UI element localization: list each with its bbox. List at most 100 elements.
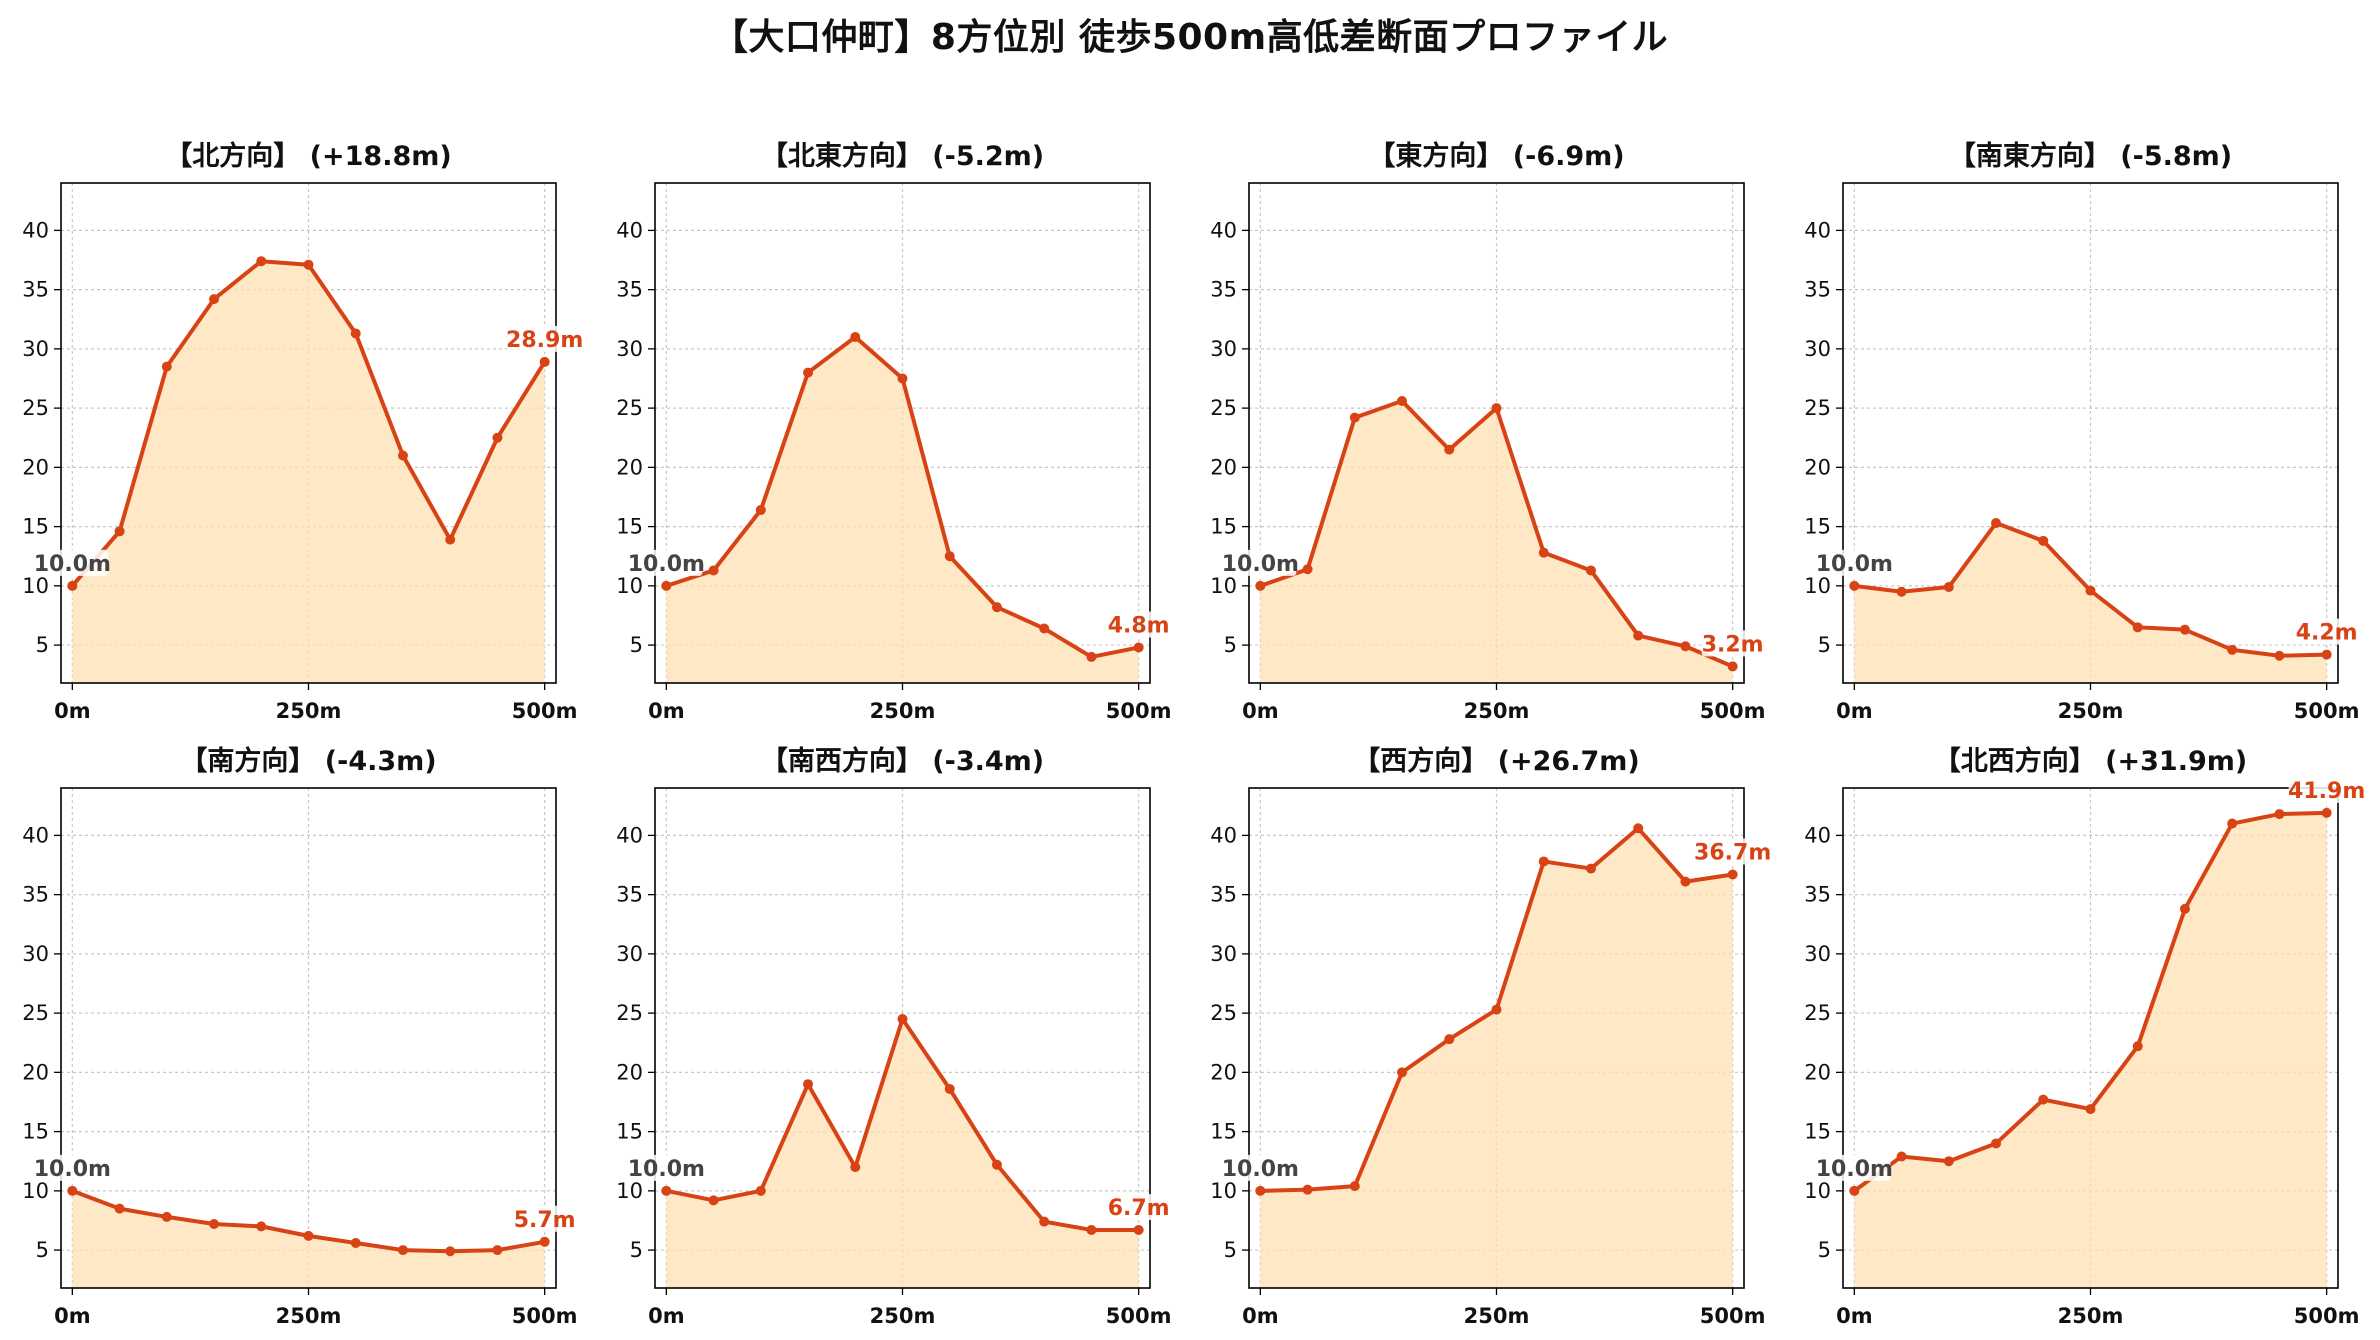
x-tick-label: 0m: [1242, 1304, 1279, 1328]
x-tick-label: 250m: [276, 1304, 342, 1328]
x-tick-label: 0m: [1836, 699, 1873, 723]
y-tick-label: 5: [630, 1238, 643, 1262]
profile-point: [2321, 649, 2332, 660]
y-tick-label: 5: [1818, 1238, 1831, 1262]
profile-point: [1302, 1184, 1313, 1195]
subplot-title: 【南方向】 (-4.3m): [180, 745, 436, 777]
y-tick-label: 20: [1804, 1060, 1831, 1084]
start-label: 10.0m: [628, 552, 705, 577]
profile-point: [2274, 650, 2285, 661]
x-tick-label: 250m: [870, 699, 936, 723]
profile-point: [1349, 1181, 1360, 1192]
x-tick-label: 500m: [1106, 1304, 1172, 1328]
profile-point: [1397, 396, 1408, 407]
profile-point: [2132, 622, 2143, 633]
profile-point: [256, 1221, 267, 1232]
start-label: 10.0m: [34, 1157, 111, 1182]
profile-point: [2179, 624, 2190, 635]
x-tick-label: 250m: [1464, 1304, 1530, 1328]
profile-point: [1039, 623, 1050, 634]
y-tick-label: 25: [22, 396, 49, 420]
profile-point: [897, 373, 908, 384]
start-label-bg: [1224, 1154, 1297, 1181]
y-tick-label: 30: [22, 337, 49, 361]
profile-point: [2227, 644, 2238, 655]
profile-point: [492, 432, 503, 443]
end-label-bg: [1701, 630, 1764, 657]
y-tick-label: 20: [616, 1060, 643, 1084]
y-tick-label: 30: [1804, 942, 1831, 966]
y-tick-label: 15: [1804, 515, 1831, 539]
profile-point: [161, 361, 172, 372]
y-tick-label: 35: [1804, 883, 1831, 907]
subplot-title: 【東方向】 (-6.9m): [1368, 140, 1624, 172]
profile-point: [1086, 1224, 1097, 1235]
profile-point: [492, 1245, 503, 1256]
y-tick-label: 15: [22, 1120, 49, 1144]
profile-point: [2132, 1041, 2143, 1052]
profile-point: [850, 332, 861, 343]
profile-point: [1943, 1156, 1954, 1167]
y-tick-label: 5: [36, 1238, 49, 1262]
y-tick-label: 30: [1210, 942, 1237, 966]
profile-point: [2274, 809, 2285, 820]
profile-point: [661, 1185, 672, 1196]
profile-point: [445, 1246, 456, 1257]
profile-point: [2085, 1104, 2096, 1115]
y-tick-label: 10: [616, 1179, 643, 1203]
profile-point: [708, 565, 719, 576]
profile-point: [1491, 1004, 1502, 1015]
profile-point: [161, 1211, 172, 1222]
y-tick-label: 5: [36, 633, 49, 657]
profile-point: [1727, 661, 1738, 672]
y-tick-label: 15: [1210, 1120, 1237, 1144]
profile-point: [1849, 580, 1860, 591]
profile-point: [1585, 863, 1596, 874]
y-tick-label: 20: [616, 455, 643, 479]
y-tick-label: 10: [1804, 574, 1831, 598]
start-label: 10.0m: [34, 552, 111, 577]
y-tick-label: 35: [616, 883, 643, 907]
end-label: 4.2m: [2296, 621, 2358, 646]
y-tick-label: 25: [1804, 396, 1831, 420]
profile-point: [256, 256, 267, 267]
profile-point: [539, 356, 550, 367]
profile-point: [1680, 641, 1691, 652]
profile-point: [1133, 642, 1144, 653]
profile-point: [1727, 869, 1738, 880]
profile-point: [1491, 403, 1502, 414]
y-tick-label: 40: [1804, 823, 1831, 847]
x-tick-label: 500m: [1700, 1304, 1766, 1328]
x-tick-label: 500m: [512, 699, 578, 723]
profile-point: [2085, 585, 2096, 596]
profile-point: [1680, 876, 1691, 887]
profile-point: [850, 1162, 861, 1173]
x-tick-label: 250m: [2058, 699, 2124, 723]
y-tick-label: 15: [1210, 515, 1237, 539]
profile-point: [303, 1230, 314, 1241]
x-tick-label: 500m: [1106, 699, 1172, 723]
subplot-6: 【南西方向】 (-3.4m) 5 10 15 20 25 30 35 40 0m 250m 500m 1…: [616, 745, 1171, 1328]
y-tick-label: 40: [616, 218, 643, 242]
x-tick-label: 0m: [54, 1304, 91, 1328]
y-tick-label: 15: [616, 515, 643, 539]
y-tick-label: 5: [1818, 633, 1831, 657]
y-tick-label: 30: [1804, 337, 1831, 361]
profile-point: [303, 259, 314, 270]
profile-area: [1854, 523, 2327, 683]
profile-point: [1991, 518, 2002, 529]
y-tick-label: 15: [22, 515, 49, 539]
subplot-title: 【北西方向】 (+31.9m): [1934, 745, 2247, 777]
y-tick-label: 30: [22, 942, 49, 966]
y-tick-label: 25: [1804, 1001, 1831, 1025]
y-tick-label: 15: [616, 1120, 643, 1144]
start-label-bg: [1818, 1154, 1891, 1181]
end-label-bg: [1694, 838, 1771, 865]
end-label: 4.8m: [1108, 613, 1170, 638]
start-label-bg: [1818, 549, 1891, 576]
profile-point: [803, 1079, 814, 1090]
start-label-bg: [630, 549, 703, 576]
x-tick-label: 0m: [54, 699, 91, 723]
x-tick-label: 0m: [1242, 699, 1279, 723]
